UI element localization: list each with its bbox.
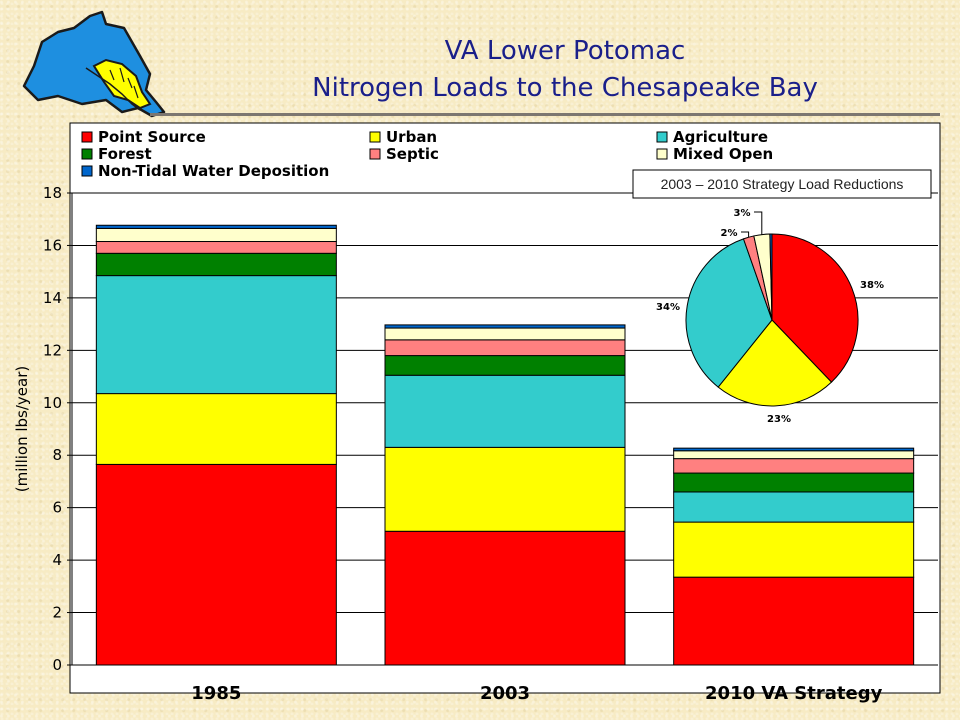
pie-chart-title: 2003 – 2010 Strategy Load Reductions [661,176,904,192]
legend-swatch-mixed-open [656,148,668,160]
bar-segment-mixed-open [673,450,915,460]
pie-data-label: 38% [860,280,884,291]
y-tick-label: 16 [43,236,62,254]
legend-swatch-point-source [81,131,93,143]
pie-slice-point-source [771,233,859,383]
pie-leader-line [754,211,763,235]
bar-segment-non-tidal-water-deposition [95,224,337,229]
bar-segment-urban [384,446,626,532]
legend-swatch-septic [369,148,381,160]
watershed-map-logo [22,10,166,118]
category-label: 1985 [191,683,241,704]
y-tick-label: 18 [43,184,62,202]
category-labels: 1985 2003 2010 VA Strategy [191,683,882,704]
stacked-bars [95,224,915,666]
y-tick-label: 6 [52,499,62,517]
bar-segment-point-source [384,530,626,666]
bar-segment-septic [673,458,915,474]
bar-segment-septic [95,241,337,254]
legend-label: Non-Tidal Water Deposition [98,162,329,180]
pie-slice-urban [717,319,833,407]
legend-label: Septic [386,145,439,163]
legend-label: Mixed Open [673,145,773,163]
bar-segment-agriculture [673,491,915,523]
bar-segment-mixed-open [95,227,337,243]
legend-label: Agriculture [673,128,768,146]
pie-data-label: 34% [656,302,680,313]
slide-title-line-2: Nitrogen Loads to the Chesapeake Bay [312,73,818,103]
slide-title-line-1: VA Lower Potomac [444,36,686,66]
potomac-tributaries [109,67,139,99]
legend-label: Urban [386,128,437,146]
legend-swatch-non-tidal-water-deposition [81,165,93,177]
legend-swatch-urban [369,131,381,143]
bar-segment-forest [384,355,626,376]
bar-segment-point-source [673,576,915,666]
y-tick-labels: 0 2 4 6 8 10 12 14 16 18 [43,184,62,674]
y-tick-label: 12 [43,341,62,359]
bar-segment-non-tidal-water-deposition [673,447,915,452]
bar-segment-mixed-open [384,327,626,341]
bar-segment-non-tidal-water-deposition [384,324,626,329]
y-tick-label: 10 [43,394,62,412]
va-lower-potomac-region [92,58,152,110]
pie-slice-agriculture [685,238,773,388]
pie-data-label: 23% [767,414,791,425]
bar-segment-urban [673,521,915,578]
y-tick-label: 2 [52,604,62,622]
pie-data-label: 2% [721,228,738,239]
potomac-river [85,67,141,111]
bar-segment-urban [95,393,337,465]
pie-data-label: 3% [734,208,751,219]
legend-label: Point Source [98,128,206,146]
legend-swatch-agriculture [656,131,668,143]
pie-leader-line [741,231,750,238]
y-tick-label: 4 [52,551,62,569]
y-tick-label: 0 [52,656,62,674]
bar-segment-forest [673,472,915,493]
title-divider [150,113,940,116]
bar-segment-septic [384,339,626,357]
y-tick-label: 14 [43,289,62,307]
category-label: 2003 [480,683,530,704]
pie-slice-non-tidal-water-deposition [769,233,773,321]
bar-segment-agriculture [384,374,626,448]
bar-segment-agriculture [95,275,337,395]
bar-segment-point-source [95,463,337,666]
y-tick-label: 8 [52,446,62,464]
legend-swatch-forest [81,148,93,160]
legend-label: Forest [98,145,152,163]
pie-title-box [632,169,932,199]
category-label: 2010 VA Strategy [705,683,883,704]
chart-legend: Point Source Urban Agriculture Forest Septic… [81,128,773,180]
reductions-pie-chart: 38% 23% 34% 2% 3% [656,208,884,425]
bar-segment-forest [95,252,337,277]
y-axis-label: (million lbs/year) [13,366,31,492]
